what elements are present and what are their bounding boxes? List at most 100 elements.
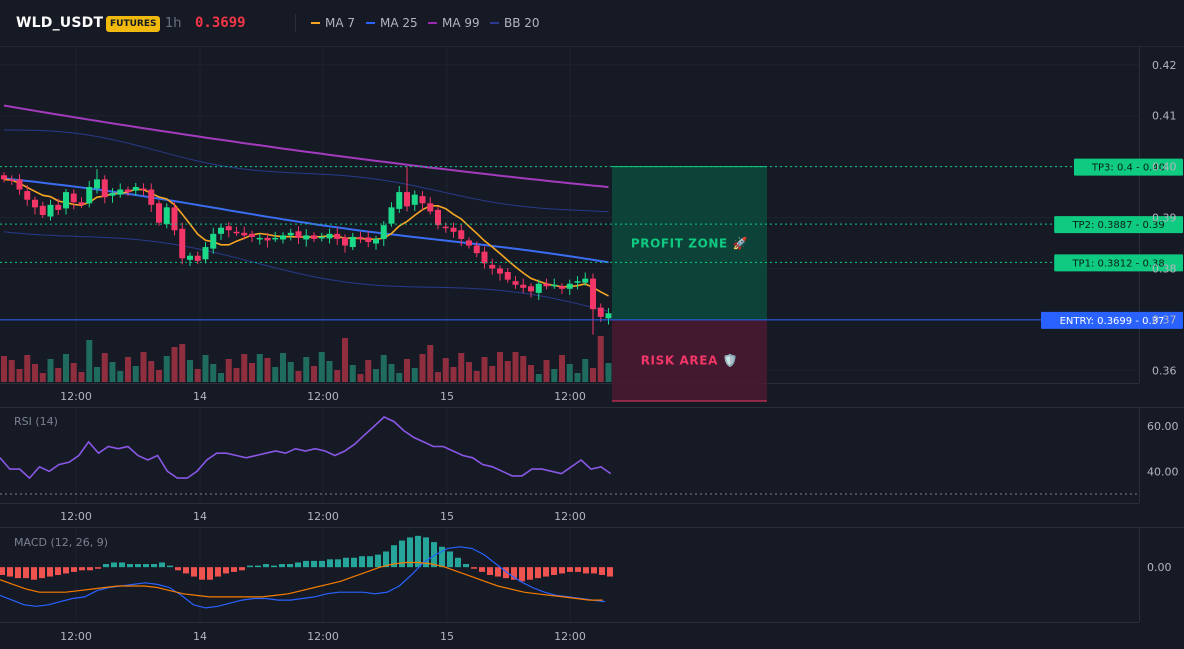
candle-body[interactable] xyxy=(287,232,294,236)
candle-body[interactable] xyxy=(280,235,286,240)
candle-body[interactable] xyxy=(559,286,565,289)
rsi-pane[interactable]: RSI (14) 60.00 40.00 xyxy=(0,415,1179,495)
macd-pane[interactable]: MACD (12, 26, 9) 0.00 xyxy=(0,535,1172,609)
candle-body[interactable] xyxy=(458,230,465,239)
legend-bb20[interactable]: BB 20 xyxy=(490,16,540,30)
candle-body[interactable] xyxy=(117,189,124,195)
price-axis[interactable]: 0.42 0.41 0.40 0.39 0.38 0.37 0.36 xyxy=(1152,59,1177,377)
candle-body[interactable] xyxy=(194,255,201,261)
candle-body[interactable] xyxy=(86,187,93,204)
candle-body[interactable] xyxy=(249,233,255,237)
candle-body[interactable] xyxy=(256,237,263,240)
candle-body[interactable] xyxy=(233,231,240,234)
candle-body[interactable] xyxy=(148,189,155,205)
candle-body[interactable] xyxy=(528,286,534,292)
candle-body[interactable] xyxy=(427,203,434,212)
legend-ma25[interactable]: MA 25 xyxy=(366,16,418,30)
level-tag-label[interactable]: ENTRY: 0.3699 - 0.37 xyxy=(1060,316,1165,327)
candle-body[interactable] xyxy=(349,236,356,248)
candle-body[interactable] xyxy=(78,202,85,205)
candle-body[interactable] xyxy=(365,237,372,242)
candle-body[interactable] xyxy=(551,284,558,287)
candle-body[interactable] xyxy=(101,179,108,198)
candles[interactable] xyxy=(1,166,612,335)
candle-body[interactable] xyxy=(318,236,325,239)
candle-body[interactable] xyxy=(63,192,69,209)
candle-body[interactable] xyxy=(241,232,248,236)
candle-body[interactable] xyxy=(334,233,341,239)
candle-body[interactable] xyxy=(171,207,178,231)
candle-body[interactable] xyxy=(16,179,23,190)
candle-body[interactable] xyxy=(380,225,387,239)
candle-body[interactable] xyxy=(8,179,15,181)
candle-body[interactable] xyxy=(473,245,480,254)
candle-body[interactable] xyxy=(342,237,348,246)
candle-body[interactable] xyxy=(295,231,302,238)
candle-body[interactable] xyxy=(419,196,426,204)
candle-body[interactable] xyxy=(590,278,596,310)
candle-body[interactable] xyxy=(140,188,147,191)
level-tag[interactable] xyxy=(1041,311,1183,329)
candle-body[interactable] xyxy=(156,203,162,223)
candle-body[interactable] xyxy=(163,207,170,225)
level-tag-label[interactable]: TP1: 0.3812 - 0.38 xyxy=(1071,258,1164,269)
candle-body[interactable] xyxy=(225,226,232,231)
candle-body[interactable] xyxy=(597,307,604,317)
candle-body[interactable] xyxy=(264,237,271,241)
candle-body[interactable] xyxy=(125,189,131,193)
candle-body[interactable] xyxy=(24,191,31,200)
symbol-label[interactable]: WLD_USDT xyxy=(16,15,104,31)
candle-body[interactable] xyxy=(47,204,54,217)
candle-body[interactable] xyxy=(303,235,310,240)
candle-body[interactable] xyxy=(311,235,317,239)
candle-body[interactable] xyxy=(404,192,410,207)
timeframe-label[interactable]: 1h xyxy=(165,16,182,31)
candle-body[interactable] xyxy=(94,179,100,189)
candle-body[interactable] xyxy=(109,193,116,196)
candle-body[interactable] xyxy=(55,204,62,210)
candle-body[interactable] xyxy=(388,207,395,224)
candle-body[interactable] xyxy=(566,283,573,289)
candle-body[interactable] xyxy=(373,238,379,244)
candle-body[interactable] xyxy=(435,209,441,226)
candle-body[interactable] xyxy=(411,194,418,205)
candle-body[interactable] xyxy=(39,205,46,215)
candle-body[interactable] xyxy=(326,233,333,239)
legend-ma99[interactable]: MA 99 xyxy=(428,16,480,30)
candle-body[interactable] xyxy=(32,199,38,208)
candle-body[interactable] xyxy=(574,281,581,283)
candle-body[interactable] xyxy=(132,187,139,191)
candle-body[interactable] xyxy=(504,272,511,280)
level-tag[interactable] xyxy=(1054,254,1183,272)
candle-body[interactable] xyxy=(450,227,457,232)
level-tag-label[interactable]: TP3: 0.4 - 0.40 xyxy=(1091,163,1165,174)
level-tag[interactable] xyxy=(1054,216,1183,234)
candle-body[interactable] xyxy=(442,226,449,229)
candle-body[interactable] xyxy=(210,233,217,249)
macd-histogram-bar xyxy=(167,565,173,568)
candle-body[interactable] xyxy=(1,175,7,180)
price-levels[interactable]: TP3: 0.4 - 0.40 TP2: 0.3887 - 0.39 TP1: 0.… xyxy=(0,158,1183,329)
candle-body[interactable] xyxy=(520,284,527,288)
level-tag[interactable] xyxy=(1074,158,1183,176)
candle-body[interactable] xyxy=(202,247,209,260)
candle-body[interactable] xyxy=(512,281,519,285)
candle-body[interactable] xyxy=(466,240,472,246)
candle-body[interactable] xyxy=(535,283,542,293)
legend-ma7[interactable]: MA 7 xyxy=(311,16,355,30)
candle-body[interactable] xyxy=(396,192,403,209)
candle-body[interactable] xyxy=(179,228,186,259)
candle-body[interactable] xyxy=(481,251,488,264)
candle-body[interactable] xyxy=(543,283,550,287)
level-tag-label[interactable]: TP2: 0.3887 - 0.39 xyxy=(1071,220,1164,231)
candle-body[interactable] xyxy=(582,278,589,283)
candle-body[interactable] xyxy=(605,313,612,319)
candle-body[interactable] xyxy=(489,264,496,269)
candle-body[interactable] xyxy=(357,236,364,239)
candle-body[interactable] xyxy=(272,237,279,240)
candle-body[interactable] xyxy=(187,255,193,260)
candle-body[interactable] xyxy=(70,193,77,203)
candle-body[interactable] xyxy=(218,227,224,234)
candle-body[interactable] xyxy=(497,268,503,274)
